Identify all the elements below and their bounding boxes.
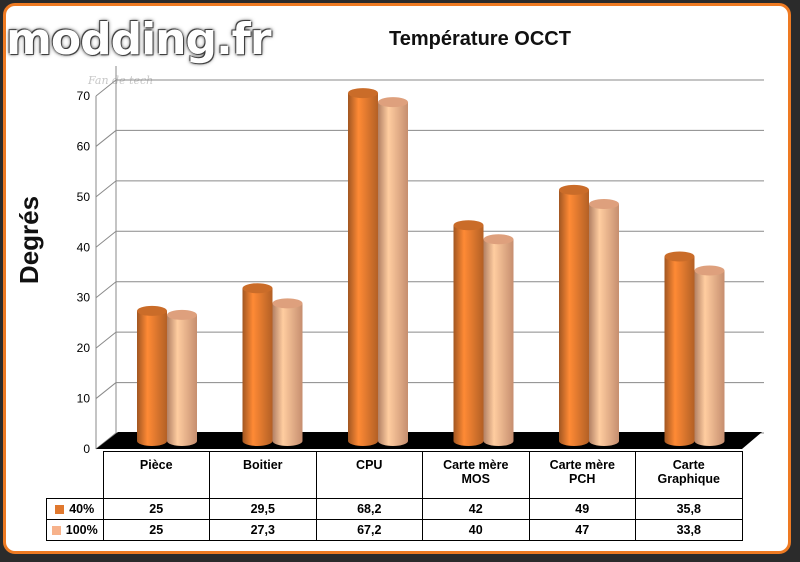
table-body: 40% 25 29,5 68,2 42 49 35,8 100% 25 27,3 67,2 40 47 3… bbox=[46, 498, 743, 541]
category-header: Pièce bbox=[102, 451, 210, 499]
data-cell: 42 bbox=[422, 498, 530, 520]
table-row: 40% 25 29,5 68,2 42 49 35,8 bbox=[46, 498, 743, 520]
data-cell: 67,2 bbox=[315, 519, 423, 541]
category-label-line: Pièce bbox=[139, 458, 173, 472]
data-cell: 29,5 bbox=[209, 498, 317, 520]
bar-2-series-0 bbox=[348, 93, 378, 446]
bar-5-series-1 bbox=[694, 270, 725, 447]
chart-title: Température OCCT bbox=[389, 28, 571, 50]
category-header: Carte mère PCH bbox=[528, 451, 636, 499]
watermark-logo: modding.fr bbox=[6, 14, 272, 65]
bar-top-5-series-0 bbox=[664, 251, 695, 262]
data-cell: 25 bbox=[102, 519, 210, 541]
series-legend-cell: 100% bbox=[46, 519, 104, 541]
y-tick-label: 20 bbox=[77, 341, 91, 355]
category-label-line: PCH bbox=[569, 472, 596, 486]
category-header: Carte mère MOS bbox=[422, 451, 530, 499]
y-tick-label: 50 bbox=[77, 190, 91, 204]
y-tick-label: 60 bbox=[77, 139, 91, 153]
bar-top-1-series-0 bbox=[242, 283, 273, 294]
bar-3-series-1 bbox=[483, 239, 514, 447]
grid-diagonal bbox=[95, 281, 117, 299]
data-cell: 35,8 bbox=[635, 498, 743, 520]
bar-top-4-series-0 bbox=[559, 184, 589, 195]
bar-0-series-1 bbox=[167, 314, 197, 446]
category-header: Boitier bbox=[209, 451, 317, 499]
series-name: 100% bbox=[65, 523, 98, 537]
category-label-line: Carte mère bbox=[443, 458, 509, 472]
table-header-row: Pièce Boitier CPU Carte mère MOS Carte mère PC… bbox=[46, 451, 743, 499]
data-cell: 33,8 bbox=[635, 519, 743, 541]
grid-diagonal bbox=[95, 230, 117, 248]
bar-top-0-series-1 bbox=[167, 309, 197, 320]
bar-4-series-0 bbox=[559, 189, 589, 446]
legend-key bbox=[55, 505, 65, 514]
data-cell: 25 bbox=[102, 498, 210, 520]
table-corner bbox=[46, 451, 104, 499]
bar-top-0-series-0 bbox=[137, 305, 167, 316]
grid-diagonal bbox=[95, 331, 117, 349]
category-header: CPU bbox=[315, 451, 423, 499]
grid-diagonal bbox=[95, 130, 117, 147]
data-cell: 49 bbox=[528, 498, 636, 520]
grid-diagonal bbox=[95, 180, 117, 198]
category-label-line: CPU bbox=[356, 458, 383, 472]
bar-top-3-series-1 bbox=[483, 234, 514, 245]
bar-top-2-series-1 bbox=[378, 97, 408, 108]
series-name: 40% bbox=[69, 502, 95, 516]
legend-key bbox=[51, 526, 61, 535]
data-cell: 47 bbox=[528, 519, 636, 541]
y-tick-label: 40 bbox=[77, 240, 91, 254]
data-table: Pièce Boitier CPU Carte mère MOS Carte mère PC… bbox=[46, 451, 743, 541]
category-label-line: Carte mère bbox=[549, 458, 615, 472]
y-tick-label: 0 bbox=[83, 442, 90, 456]
bar-top-3-series-0 bbox=[453, 220, 484, 231]
bar-5-series-0 bbox=[664, 256, 695, 447]
grid-diagonal bbox=[95, 432, 117, 450]
y-tick-label: 10 bbox=[77, 392, 91, 406]
table-row: 100% 25 27,3 67,2 40 47 33,8 bbox=[46, 519, 743, 541]
category-header: Carte Graphique bbox=[635, 451, 743, 499]
bar-top-5-series-1 bbox=[694, 265, 725, 276]
category-label-line: Graphique bbox=[657, 472, 720, 486]
bar-0-series-0 bbox=[137, 310, 167, 446]
category-label-line: MOS bbox=[461, 472, 490, 486]
grid-diagonal bbox=[95, 382, 117, 399]
category-label-line: Boitier bbox=[242, 458, 283, 472]
data-cell: 40 bbox=[422, 519, 530, 541]
bar-1-series-1 bbox=[272, 303, 303, 447]
grid-diagonal bbox=[95, 79, 117, 97]
y-tick-label: 30 bbox=[77, 291, 91, 305]
bar-4-series-1 bbox=[589, 203, 619, 446]
data-cell: 27,3 bbox=[209, 519, 317, 541]
y-tick-label: 70 bbox=[77, 89, 91, 103]
bar-top-1-series-1 bbox=[272, 298, 303, 309]
bar-top-2-series-0 bbox=[348, 88, 378, 99]
data-cell: 68,2 bbox=[315, 498, 423, 520]
bar-3-series-0 bbox=[453, 225, 484, 446]
category-label-line: Carte bbox=[672, 458, 705, 472]
bar-1-series-0 bbox=[242, 288, 273, 447]
bar-top-4-series-1 bbox=[589, 198, 619, 209]
series-legend-cell: 40% bbox=[46, 498, 104, 520]
bar-2-series-1 bbox=[378, 102, 408, 447]
